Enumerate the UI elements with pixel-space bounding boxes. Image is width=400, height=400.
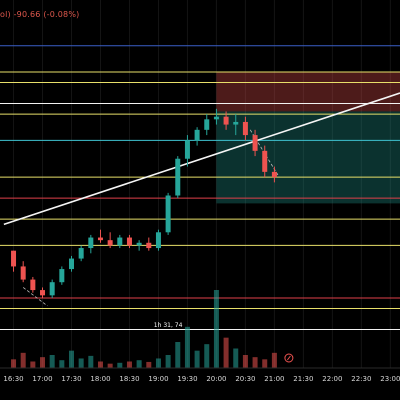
time-axis-label-1700: 17:00 [32, 375, 52, 383]
candle-body [223, 116, 229, 125]
time-axis-label-2300: 23:00 [380, 375, 400, 383]
time-axis-label-1900: 19:00 [148, 375, 168, 383]
volume-bar [107, 363, 113, 368]
volume-bar [136, 360, 142, 368]
volume-bar [88, 355, 94, 368]
time-axis-label-2000: 20:00 [206, 375, 226, 383]
volume-legend: ol) -90.66 (-0.08%) [0, 10, 80, 19]
time-axis-label-1930: 19:30 [177, 375, 197, 383]
candle-body [184, 140, 190, 159]
candle-body [40, 290, 46, 296]
candle-body [165, 195, 171, 233]
volume-bar [271, 352, 277, 368]
volume-bar [252, 357, 258, 368]
volume-bar [223, 337, 229, 368]
candle-body [97, 237, 103, 241]
candle-body [20, 266, 26, 280]
volume-bar [233, 348, 239, 368]
volume-bar [59, 360, 65, 368]
volume-bar [204, 344, 210, 368]
volume-bar [165, 355, 171, 368]
candle-body [262, 150, 268, 172]
candle-body [213, 116, 219, 120]
alert-icon [284, 353, 294, 363]
candle-body [252, 135, 258, 151]
stop-zone [216, 72, 400, 112]
volume-bar [126, 361, 132, 368]
time-axis-label-2030: 20:30 [235, 375, 255, 383]
candle-body [155, 232, 161, 249]
time-axis-label-2100: 21:00 [264, 375, 284, 383]
time-axis-label-1730: 17:30 [61, 375, 81, 383]
candle-body [49, 282, 55, 296]
volume-bar [155, 358, 161, 368]
projection-dashed-line [22, 287, 48, 307]
candle-body [117, 237, 123, 246]
volume-bar [49, 355, 55, 368]
candle-body [194, 129, 200, 141]
volume-bar [117, 362, 123, 368]
candle-body [204, 119, 210, 130]
time-axis-label-2230: 22:30 [351, 375, 371, 383]
candle-body [78, 248, 84, 259]
candle-body [271, 171, 277, 178]
time-axis-label-1830: 18:30 [119, 375, 139, 383]
candle-body [30, 279, 36, 291]
candle-body [146, 242, 152, 249]
time-axis-background [0, 368, 400, 400]
volume-bar [262, 359, 268, 368]
candle-body [242, 121, 248, 136]
volume-bar [20, 352, 26, 368]
volume-bar [194, 350, 200, 368]
time-axis-label-2200: 22:00 [322, 375, 342, 383]
candle-body [175, 158, 181, 196]
volume-bar [40, 357, 46, 368]
volume-bar [184, 326, 190, 368]
volume-bar [175, 342, 181, 368]
volume-bar [97, 361, 103, 368]
time-axis-label-1800: 18:00 [90, 375, 110, 383]
candle-body [107, 240, 113, 246]
trendline [3, 92, 400, 226]
volume-bar [78, 358, 84, 368]
candle-body [88, 237, 94, 249]
volume-bar [68, 350, 74, 368]
candle-body [68, 258, 74, 270]
volume-bar [242, 355, 248, 368]
candle-body [233, 121, 239, 125]
volume-bar [11, 359, 17, 368]
volume-bar [213, 290, 219, 368]
volume-bar [30, 361, 36, 368]
candle-body [126, 237, 132, 246]
candle-body [136, 242, 142, 246]
time-axis-label-1630: 16:30 [3, 375, 23, 383]
marker-label: 1h 31, 74 [154, 322, 183, 329]
volume-bar [146, 361, 152, 368]
alert-icon-slash [286, 355, 291, 361]
candle-body [59, 269, 65, 283]
time-axis-label-2130: 21:30 [293, 375, 313, 383]
candle-body [11, 250, 17, 267]
